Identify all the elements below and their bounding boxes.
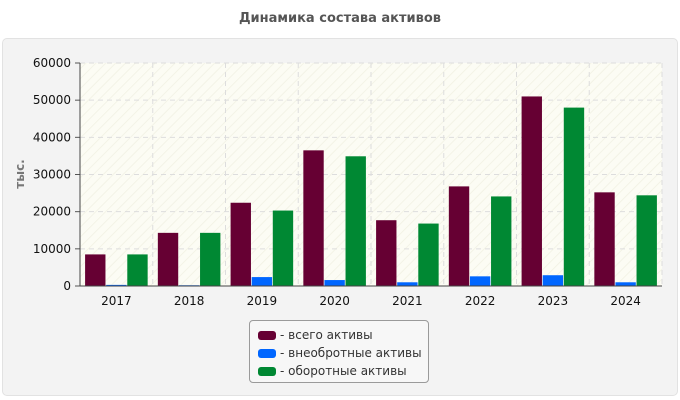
bar-total-2020[interactable] (303, 150, 324, 286)
bar-total-2022[interactable] (448, 186, 470, 286)
x-tick-label: 2017 (101, 294, 132, 308)
bar-total-2021[interactable] (376, 220, 397, 286)
y-tick-label: 40000 (33, 130, 71, 144)
bar-noncurrent-2020[interactable] (324, 280, 345, 286)
y-tick-label: 30000 (33, 168, 71, 182)
chart-legend: - всего активы - внеобротные активы - об… (249, 320, 429, 383)
x-tick-label: 2020 (319, 294, 350, 308)
x-tick-label: 2023 (538, 294, 569, 308)
bar-noncurrent-2023[interactable] (542, 275, 564, 286)
bar-noncurrent-2019[interactable] (251, 277, 273, 286)
legend-swatch-noncurrent-assets (258, 348, 276, 358)
bar-total-2019[interactable] (230, 202, 251, 286)
bar-total-2023[interactable] (521, 96, 542, 286)
bar-noncurrent-2017[interactable] (106, 284, 127, 286)
bar-current-2020[interactable] (345, 156, 366, 286)
bar-noncurrent-2024[interactable] (615, 282, 636, 286)
x-tick-label: 2021 (392, 294, 423, 308)
bar-noncurrent-2022[interactable] (469, 276, 491, 286)
legend-label-total-assets: - всего активы (280, 328, 373, 342)
y-axis-label: тыс. (13, 159, 27, 188)
legend-swatch-total-assets (258, 330, 276, 340)
bar-total-2024[interactable] (594, 192, 615, 286)
legend-label-noncurrent-assets: - внеобротные активы (280, 346, 422, 360)
legend-item-current-assets[interactable]: - оборотные активы (258, 362, 428, 380)
legend-item-noncurrent-assets[interactable]: - внеобротные активы (258, 344, 428, 362)
bar-current-2023[interactable] (563, 107, 585, 286)
bar-current-2022[interactable] (491, 196, 512, 286)
x-tick-label: 2022 (465, 294, 496, 308)
x-tick-label: 2024 (610, 294, 641, 308)
bar-current-2017[interactable] (127, 254, 148, 286)
bar-noncurrent-2021[interactable] (397, 282, 418, 286)
y-tick-label: 10000 (33, 242, 71, 256)
x-tick-label: 2018 (174, 294, 205, 308)
y-tick-label: 0 (63, 279, 71, 293)
y-tick-label: 50000 (33, 93, 71, 107)
x-tick-label: 2019 (247, 294, 278, 308)
y-tick-label: 20000 (33, 205, 71, 219)
chart-title: Динамика состава активов (238, 11, 442, 26)
bar-current-2024[interactable] (636, 195, 657, 286)
legend-label-current-assets: - оборотные активы (280, 364, 407, 378)
bar-total-2018[interactable] (157, 232, 179, 286)
bar-current-2021[interactable] (418, 223, 439, 286)
bar-current-2018[interactable] (200, 232, 221, 286)
y-tick-label: 60000 (33, 56, 71, 70)
legend-item-total-assets[interactable]: - всего активы (258, 326, 428, 344)
bar-current-2019[interactable] (272, 210, 294, 286)
legend-swatch-current-assets (258, 366, 276, 376)
bar-total-2017[interactable] (85, 254, 106, 286)
